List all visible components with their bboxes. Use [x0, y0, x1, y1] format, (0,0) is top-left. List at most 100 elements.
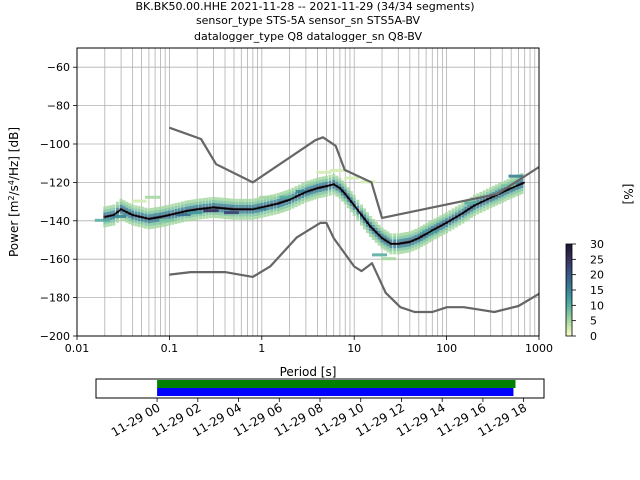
density-cell [343, 198, 347, 202]
density-cell [422, 239, 426, 243]
density-cell [245, 216, 249, 220]
density-cell [251, 201, 255, 205]
density-cell [321, 194, 325, 198]
density-cell [223, 203, 227, 207]
density-cell [131, 199, 135, 203]
density-cell [248, 213, 252, 217]
x-tick-label: 10 [347, 342, 361, 355]
density-cell [389, 239, 393, 243]
series-line-mode [104, 181, 526, 245]
density-cell [513, 184, 517, 188]
density-cell [205, 197, 209, 201]
density-cell [205, 215, 209, 219]
density-cell [399, 250, 403, 254]
density-cell [115, 207, 119, 211]
density-cell [451, 211, 455, 215]
density-cell [307, 192, 311, 196]
density-cell [322, 170, 326, 174]
colorbar-tick-label: 20 [590, 269, 604, 282]
density-cell [368, 234, 372, 238]
colorbar-scale [565, 243, 573, 337]
density-cell [482, 190, 486, 194]
density-cell [419, 226, 423, 230]
density-cell [442, 228, 446, 232]
density-cell [448, 213, 452, 217]
density-cell [520, 179, 524, 183]
density-cell [363, 220, 367, 224]
density-cell [402, 235, 406, 239]
density-cell [112, 216, 116, 220]
density-cell [115, 201, 119, 205]
density-cell [288, 195, 292, 199]
density-cell [445, 230, 449, 234]
density-cell [241, 216, 245, 220]
density-cell [175, 213, 179, 217]
density-cell [509, 189, 513, 193]
density-cell [433, 224, 437, 228]
density-cell [238, 210, 242, 214]
density-cell [279, 195, 283, 199]
density-cell [128, 209, 132, 213]
density-cell [408, 231, 412, 235]
density-cell [318, 189, 322, 193]
density-cell [417, 239, 421, 243]
density-cell [411, 230, 415, 234]
density-cell [352, 212, 356, 216]
density-cell [156, 209, 160, 213]
density-cell [472, 206, 476, 210]
coverage-bar [157, 380, 516, 388]
density-cell [363, 223, 367, 227]
density-cell [164, 217, 168, 221]
density-cell [248, 204, 252, 208]
density-cell [229, 211, 233, 215]
density-cell [245, 213, 249, 217]
density-cell [282, 194, 286, 198]
density-cell [324, 187, 328, 191]
density-cell [411, 242, 415, 246]
density-cell [434, 230, 438, 234]
density-cell [515, 181, 519, 185]
density-cell [134, 205, 138, 209]
density-cell [257, 200, 261, 204]
density-cell [131, 222, 135, 226]
density-cell [396, 233, 400, 237]
density-cell [417, 233, 421, 237]
density-cell [291, 187, 295, 191]
density-cell [198, 213, 202, 217]
density-cell [517, 186, 521, 190]
density-cell [408, 249, 412, 253]
density-cell [294, 186, 298, 190]
density-cell [171, 209, 175, 213]
density-cell [425, 234, 429, 238]
density-cell [454, 224, 458, 228]
density-cell [324, 190, 328, 194]
density-cell [310, 191, 314, 195]
density-cell [422, 227, 426, 231]
density-cell [482, 205, 486, 209]
density-cell [128, 218, 132, 222]
density-cell [147, 223, 151, 227]
density-cell [187, 213, 191, 217]
density-cell [454, 206, 458, 210]
density-cell [520, 188, 524, 192]
density-cell [489, 202, 493, 206]
density-cell [180, 219, 184, 223]
density-cell [195, 198, 199, 202]
density-cell [251, 213, 255, 217]
density-cell [192, 217, 196, 221]
density-cell [94, 218, 98, 222]
density-cell [119, 201, 123, 205]
density-cell [318, 195, 322, 199]
density-cell [241, 198, 245, 202]
density-cell [386, 231, 390, 235]
density-cell [257, 197, 261, 201]
density-cell [324, 178, 328, 182]
density-cell [103, 221, 107, 225]
density-cell [174, 206, 178, 210]
density-cell [282, 203, 286, 207]
density-cell [377, 242, 381, 246]
density-cell [187, 200, 191, 204]
density-cell [263, 199, 267, 203]
density-cell [393, 233, 397, 237]
density-cell [285, 202, 289, 206]
